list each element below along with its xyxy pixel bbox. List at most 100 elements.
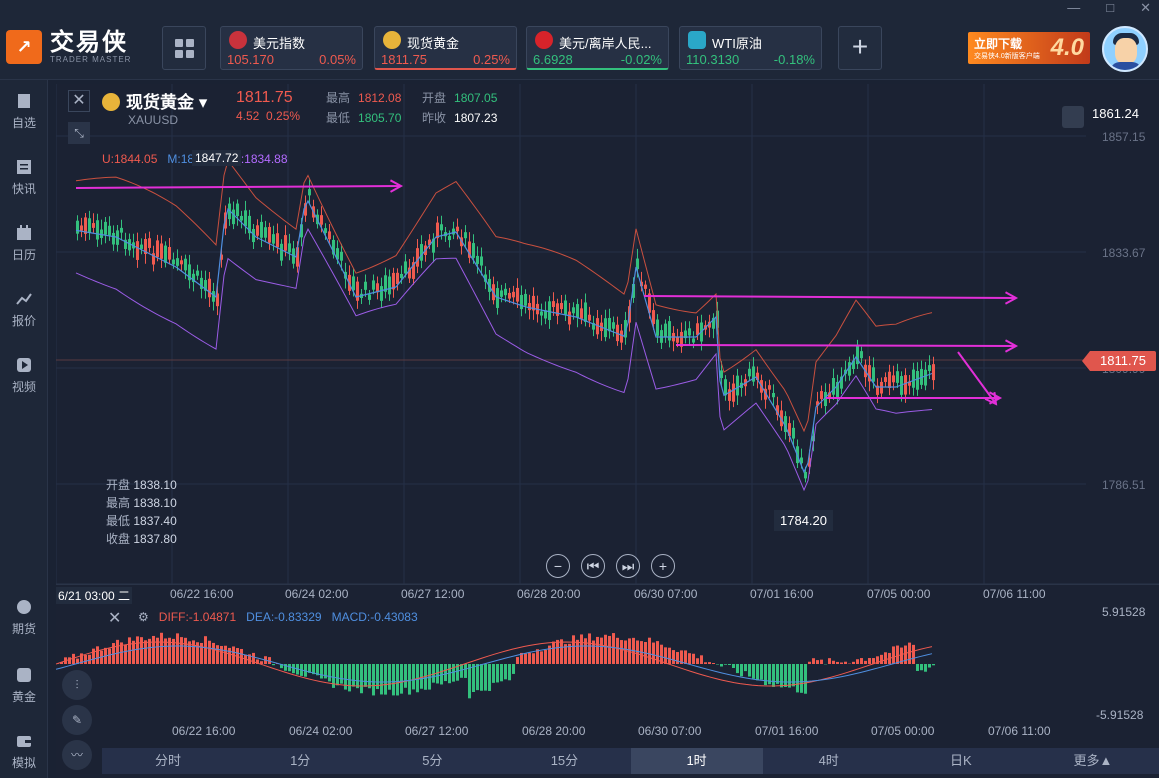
macd-bar — [612, 633, 615, 664]
zoom-in-button[interactable]: + — [651, 554, 675, 578]
tab-timeshare[interactable]: 分时 — [155, 753, 182, 768]
bell-icon[interactable] — [1062, 106, 1084, 128]
macd-bar — [652, 642, 655, 664]
macd-bar — [164, 638, 167, 664]
download-banner[interactable]: 立即下载 交易侠4.0新版客户端 4.0 — [968, 32, 1090, 64]
tab-daily[interactable]: 日K — [949, 753, 972, 768]
gold-coin-icon — [102, 93, 120, 111]
macd-bar — [412, 664, 415, 690]
close-macd-button[interactable]: ✕ — [108, 610, 122, 627]
tab-4h[interactable]: 4时 — [818, 753, 839, 768]
candle-body — [532, 295, 535, 311]
axis-price-label: 1833.67 — [1102, 246, 1146, 260]
macd-bar — [828, 658, 831, 664]
macd-bar — [928, 664, 931, 668]
macd-bar — [60, 661, 63, 664]
macd-bar — [76, 658, 79, 664]
zoom-out-button[interactable]: − — [546, 554, 570, 578]
app-name: 交易侠 — [50, 28, 128, 56]
sidebar-item-futures[interactable]: 期货 — [0, 598, 48, 637]
candle-body — [732, 383, 735, 402]
macd-bar — [676, 652, 679, 664]
macd-bar — [680, 650, 683, 664]
macd-bar — [556, 639, 559, 664]
tab-1h[interactable]: 1时 — [630, 748, 763, 774]
symbol-code: XAUUSD — [128, 113, 179, 127]
quote-usdcnh[interactable]: 美元/离岸人民... 6.6928 -0.02% — [526, 26, 669, 70]
sidebar-item-quotes[interactable]: 报价 — [0, 290, 48, 329]
grid-menu-button[interactable] — [162, 26, 206, 70]
macd-bar — [92, 648, 95, 664]
candle-body — [352, 276, 355, 291]
candle-body — [168, 246, 171, 260]
high-marker: 1847.72 — [192, 150, 242, 166]
candle-body — [580, 308, 583, 319]
candle-body — [608, 317, 611, 332]
add-quote-button[interactable]: + — [838, 26, 882, 70]
sidebar-item-news[interactable]: 快讯 — [0, 158, 48, 197]
macd-bar — [440, 664, 443, 685]
minimize-button[interactable]: — — [1067, 0, 1081, 15]
candle-body — [816, 401, 819, 406]
macd-bar — [768, 664, 771, 685]
quote-dollar-index[interactable]: 美元指数 105.170 0.05% — [220, 26, 363, 70]
candle-body — [780, 410, 783, 427]
macd-bar — [864, 660, 867, 664]
macd-axis-top: 5.91528 — [1102, 605, 1146, 619]
candle-body — [472, 243, 475, 258]
candle-body — [140, 244, 143, 249]
sidebar-item-gold[interactable]: 黄金 — [0, 666, 48, 705]
tab-1m[interactable]: 1分 — [290, 753, 311, 768]
maximize-button[interactable]: □ — [1106, 0, 1115, 15]
candle-body — [928, 365, 931, 372]
close-chart-button[interactable]: ✕ — [68, 90, 90, 112]
quote-gold[interactable]: 现货黄金 1811.75 0.25% — [374, 26, 517, 70]
candle-body — [188, 264, 191, 281]
macd-bar — [872, 658, 875, 664]
sidebar-item-watchlist[interactable]: 自选 — [0, 92, 48, 131]
close-button[interactable]: ✕ — [1140, 0, 1151, 15]
macd-bar — [304, 664, 307, 677]
candle-body — [412, 262, 415, 279]
candle-body — [852, 360, 855, 370]
macd-bar — [736, 664, 739, 674]
candle-body — [288, 243, 291, 253]
macd-bar — [108, 648, 111, 664]
price-change: 4.52 0.25% — [236, 109, 301, 123]
bookmark-icon — [18, 94, 30, 108]
candle-body — [880, 381, 883, 394]
tab-more[interactable]: 更多▲ — [1073, 753, 1113, 768]
candle-body — [144, 239, 147, 254]
macd-bar — [328, 664, 331, 682]
skip-forward-button[interactable]: ⏭ — [616, 554, 640, 578]
candle-body — [644, 284, 647, 289]
draw-tool-button[interactable]: ✎ — [62, 705, 92, 735]
candle-body — [104, 221, 107, 235]
candle-body — [324, 228, 327, 233]
macd-bar — [716, 664, 719, 665]
candlestick-chart[interactable] — [56, 84, 1159, 778]
macd-bar — [852, 661, 855, 664]
tab-5m[interactable]: 5分 — [422, 753, 443, 768]
skip-back-button[interactable]: ⏮ — [581, 554, 605, 578]
candle-body — [400, 273, 403, 278]
stat-prev-close: 昨收 1807.23 — [422, 111, 498, 125]
macd-bar — [288, 664, 291, 672]
user-avatar[interactable] — [1102, 26, 1148, 72]
candle-body — [688, 328, 691, 336]
shrink-icon[interactable]: ⤡ — [68, 122, 90, 144]
candle-body — [924, 369, 927, 386]
sidebar-item-simulate[interactable]: 模拟 — [0, 732, 48, 771]
sidebar-item-video[interactable]: 视频 — [0, 356, 48, 395]
indicator-tool-button[interactable]: 〰 — [62, 740, 92, 770]
macd-bar — [312, 664, 315, 675]
sidebar-item-calendar[interactable]: 日历 — [0, 224, 48, 263]
quote-wti[interactable]: WTI原油 110.3130 -0.18% — [679, 26, 822, 70]
macd-bar — [308, 664, 311, 673]
candle-body — [192, 273, 195, 283]
tab-15m[interactable]: 15分 — [550, 753, 579, 768]
candle-body — [616, 324, 619, 342]
candle-tool-button[interactable]: ⫶ — [62, 670, 92, 700]
symbol-selector[interactable]: 现货黄金 ▾ — [102, 88, 207, 113]
candle-body — [912, 369, 915, 388]
